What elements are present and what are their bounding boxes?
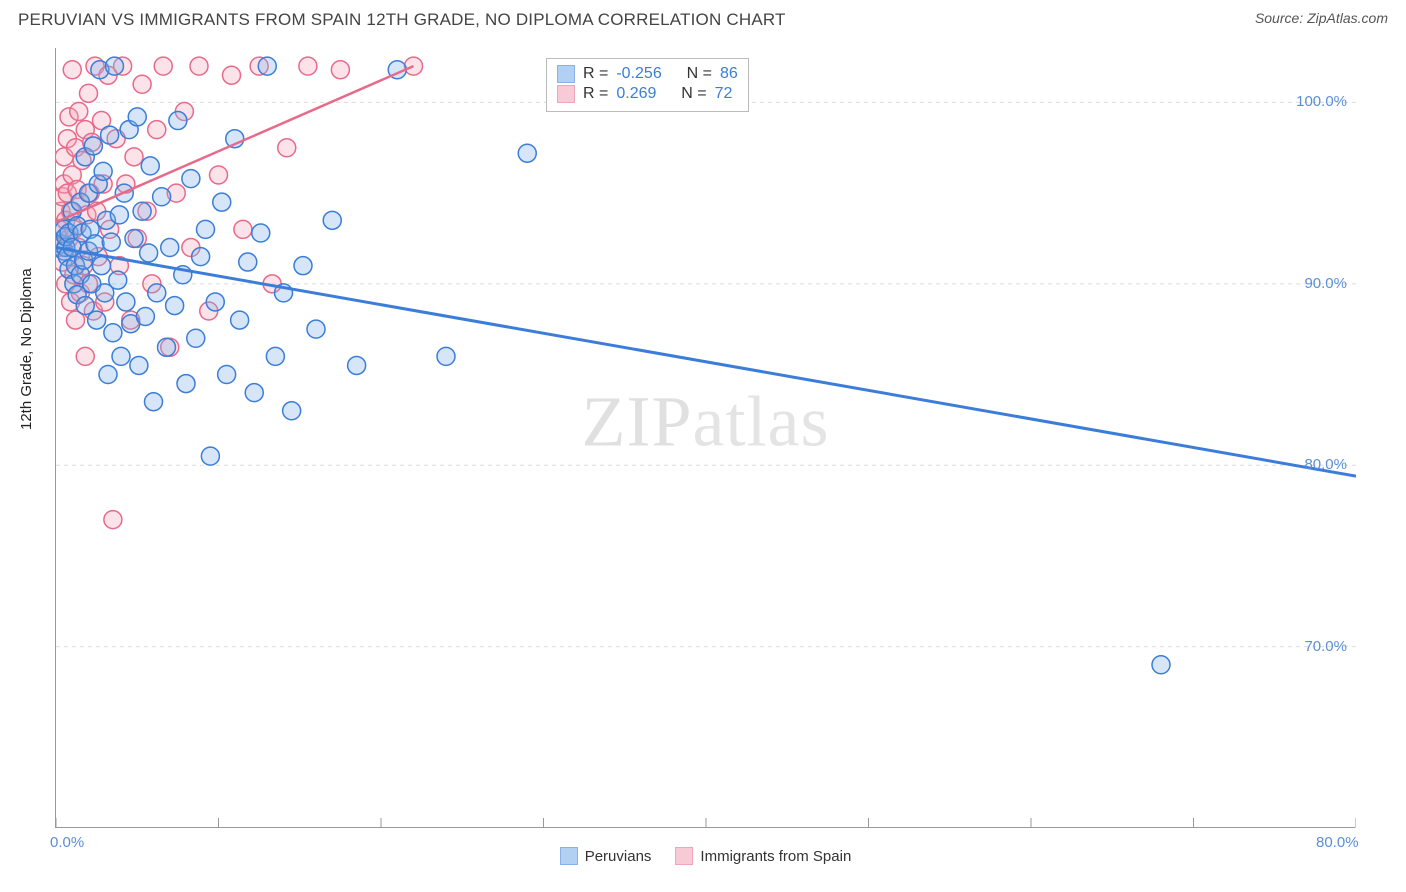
legend-swatch (557, 65, 575, 83)
series-legend: Peruvians Immigrants from Spain (56, 847, 1355, 865)
y-tick-label: 80.0% (1304, 456, 1347, 473)
scatter-svg (56, 48, 1356, 828)
stats-legend: R = -0.256 N = 86 R = 0.269 N = 72 (546, 58, 749, 112)
x-tick-label: 80.0% (1316, 834, 1359, 851)
source-attribution: Source: ZipAtlas.com (1255, 10, 1388, 26)
x-tick-label: 0.0% (50, 834, 84, 851)
legend-item: Peruvians (560, 847, 652, 865)
y-axis-label: 12th Grade, No Diploma (18, 268, 35, 430)
legend-swatch (675, 847, 693, 865)
chart-title: PERUVIAN VS IMMIGRANTS FROM SPAIN 12TH G… (18, 10, 786, 30)
y-tick-label: 90.0% (1304, 275, 1347, 292)
legend-swatch (560, 847, 578, 865)
legend-stat-row: R = 0.269 N = 72 (557, 85, 738, 103)
legend-stat-row: R = -0.256 N = 86 (557, 65, 738, 83)
y-tick-label: 70.0% (1304, 638, 1347, 655)
y-tick-label: 100.0% (1296, 93, 1347, 110)
legend-item: Immigrants from Spain (675, 847, 851, 865)
plot-area: ZIPatlas R = -0.256 N = 86R = 0.269 N = … (55, 48, 1355, 828)
legend-swatch (557, 85, 575, 103)
